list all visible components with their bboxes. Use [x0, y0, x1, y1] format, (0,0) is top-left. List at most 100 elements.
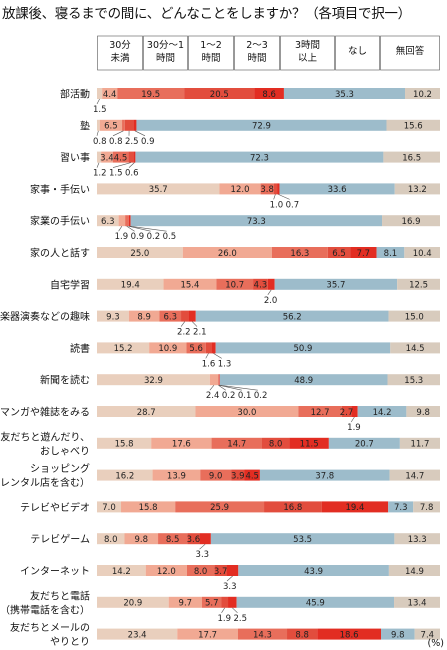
- bar-segment: [97, 501, 122, 513]
- bar-segment: [260, 183, 274, 195]
- bar-row: 家業の手伝い 6.3 73.3 16.9 1.9 0.9 0.2 0.5: [30, 215, 440, 242]
- category-label: マンガや雑誌をみる: [0, 406, 90, 419]
- bar-segment: [405, 88, 440, 99]
- bar-segment: [394, 596, 440, 608]
- bar-segment: [277, 183, 280, 195]
- callout-line: [219, 384, 258, 391]
- data-label: 3.7: [214, 567, 228, 577]
- callout-line: [273, 194, 276, 200]
- data-label: 8.1: [384, 249, 398, 259]
- bar-segment: [186, 565, 215, 576]
- callout-label: 2.1: [193, 328, 207, 338]
- data-label: 19.5: [141, 90, 160, 100]
- bar-segment: [101, 151, 113, 163]
- callout-label: 0.2: [222, 391, 236, 401]
- bar-segment: [124, 533, 159, 545]
- data-label: 9.8: [391, 630, 405, 640]
- callout-line: [221, 607, 226, 613]
- data-label: 72.9: [252, 122, 271, 132]
- data-label: 20.9: [123, 599, 142, 609]
- data-label: 8.0: [269, 440, 283, 450]
- data-label: 7.4: [421, 630, 435, 640]
- data-label: 14.2: [112, 567, 131, 577]
- bar-segment: [376, 247, 405, 258]
- data-label: 8.0: [194, 567, 208, 577]
- bar-segment: [394, 533, 440, 545]
- bar-segment: [279, 183, 395, 195]
- bar-segment: [97, 469, 153, 481]
- data-label: 13.9: [167, 471, 186, 481]
- callout-line: [118, 226, 123, 232]
- bar-segment: [254, 88, 284, 99]
- legend-label: 2～3: [246, 40, 268, 51]
- callout-label: 0.2: [254, 391, 268, 401]
- callout-label: 0.2: [147, 232, 161, 242]
- legend-label: 3時間: [295, 40, 320, 51]
- bar-segment: [97, 596, 169, 608]
- legend-label: 時間: [156, 53, 175, 64]
- category-label: 家事・手伝い: [30, 183, 90, 196]
- category-label: ショッピング: [30, 462, 90, 475]
- legend-label: 時間: [247, 53, 266, 64]
- bar-segment: [397, 278, 440, 290]
- bar-segment: [287, 628, 318, 640]
- bar-row: 塾 6.5 72.9 15.60.8 0.8 2.5 0.9: [80, 119, 440, 147]
- data-label: 6.3: [163, 312, 177, 322]
- category-label: 新聞を読む: [40, 374, 90, 387]
- bar-segment: [327, 247, 351, 258]
- legend-label: 未満: [110, 52, 130, 64]
- callout-line: [180, 321, 186, 327]
- data-label: 15.2: [114, 344, 133, 354]
- data-label: 14.2: [373, 408, 392, 418]
- callout-label: 1.6: [202, 359, 216, 369]
- bar-segment: [175, 501, 265, 513]
- bar-segment: [200, 469, 232, 481]
- unit-note: (%): [428, 638, 444, 649]
- bar-segment: [399, 437, 440, 449]
- bar-segment: [128, 215, 131, 227]
- callout-label: 0.9: [131, 232, 145, 242]
- bar-segment: [97, 119, 100, 131]
- bar-segment: [145, 565, 187, 576]
- data-label: 13.2: [408, 185, 427, 195]
- data-label: 6.5: [104, 122, 118, 132]
- bar-segment: [350, 247, 377, 258]
- legend-label: 30分～1: [147, 40, 184, 51]
- bar-segment: [97, 247, 183, 258]
- data-label: 7.3: [394, 503, 408, 513]
- legend-box-5: [335, 35, 380, 71]
- data-label: 3.6: [187, 535, 201, 545]
- bar-segment: [413, 501, 440, 513]
- data-label: 73.3: [247, 217, 266, 227]
- data-label: 9.0: [209, 471, 223, 481]
- data-label: 3.8: [260, 185, 274, 195]
- bar-segment: [168, 596, 202, 608]
- data-label: 26.0: [218, 249, 237, 259]
- bar-segment: [211, 437, 262, 449]
- legend-box-4: [280, 35, 335, 71]
- category-label: 友だちとメールの: [10, 621, 90, 634]
- data-label: 8.0: [104, 535, 118, 545]
- callout-line: [218, 384, 227, 391]
- bar-segment: [267, 278, 275, 290]
- data-label: 25.0: [130, 249, 149, 259]
- bar-row: 友だちと遊んだり、おしゃべり 15.8 17.6 14.7 8.0 11.5 20.7 11.…: [0, 430, 440, 457]
- bar-row: 家の人と話す 25.0 26.0 16.3 6.5 7.7 8.1 10.4: [30, 247, 440, 260]
- data-label: 12.0: [231, 185, 250, 195]
- legend-box-6: [380, 35, 440, 71]
- data-label: 50.9: [294, 344, 313, 354]
- callout-line: [205, 353, 209, 359]
- bar-segment: [414, 628, 440, 640]
- callout-label: 1.5: [109, 169, 123, 179]
- data-label: 18.6: [340, 630, 359, 640]
- data-label: 15.4: [180, 281, 199, 291]
- callout-line: [350, 416, 355, 423]
- bar-segment: [182, 247, 272, 258]
- bar-segment: [118, 215, 126, 227]
- callout-line: [213, 353, 222, 359]
- data-label: 10.2: [413, 90, 432, 100]
- data-label: 14.5: [406, 344, 425, 354]
- bar-segment: [221, 596, 229, 608]
- bar-segment: [187, 533, 200, 545]
- bar-segment: [152, 469, 201, 481]
